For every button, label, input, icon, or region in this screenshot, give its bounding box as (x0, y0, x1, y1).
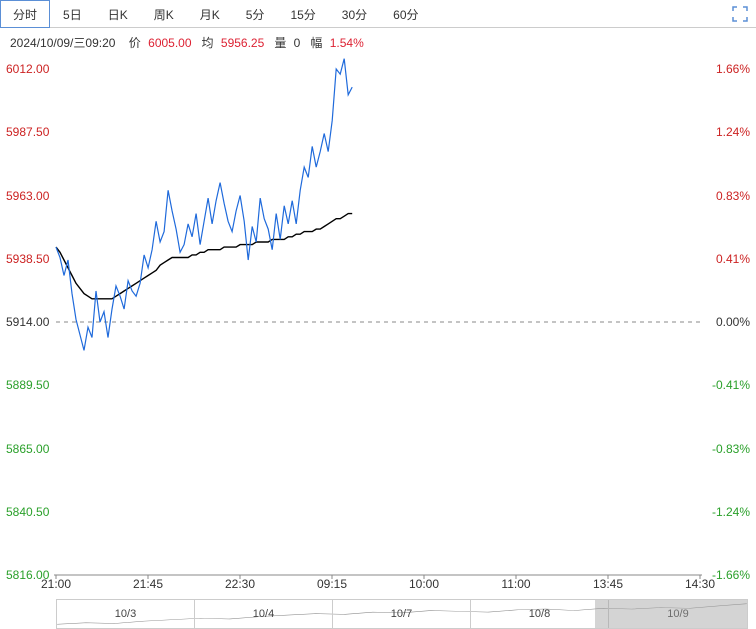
y-left-1: 5987.50 (6, 125, 49, 139)
mini-seg-0[interactable]: 10/3 (57, 600, 195, 628)
y-right-0: 1.66% (716, 62, 750, 76)
vol-label: 量 (274, 36, 286, 50)
chart-container: 分时5日日K周K月K5分15分30分60分 2024/10/09/三09:20 … (0, 0, 756, 629)
tab-1[interactable]: 5日 (50, 0, 95, 28)
mini-overlay[interactable] (595, 600, 747, 628)
info-datetime: 2024/10/09/三09:20 (10, 36, 115, 50)
tab-2[interactable]: 日K (95, 0, 141, 28)
y-right-3: 0.41% (716, 252, 750, 266)
avg-value: 5956.25 (221, 36, 264, 50)
tab-4[interactable]: 月K (187, 0, 233, 28)
mini-nav[interactable]: 10/310/410/710/810/9 (56, 599, 748, 629)
y-right-2: 0.83% (716, 189, 750, 203)
x-tick-4: 10:00 (409, 577, 439, 591)
tab-0[interactable]: 分时 (0, 0, 50, 28)
y-right-6: -0.83% (712, 442, 750, 456)
y-left-0: 6012.00 (6, 62, 49, 76)
y-right-4: 0.00% (716, 315, 750, 329)
amp-label: 幅 (310, 36, 322, 50)
mini-seg-1[interactable]: 10/4 (195, 600, 333, 628)
tab-5[interactable]: 5分 (233, 0, 278, 28)
x-tick-6: 13:45 (593, 577, 623, 591)
x-tick-3: 09:15 (317, 577, 347, 591)
x-tick-5: 11:00 (501, 577, 530, 591)
x-tick-1: 21:45 (133, 577, 163, 591)
tab-8[interactable]: 60分 (380, 0, 431, 28)
info-bar: 2024/10/09/三09:20 价 6005.00 均 5956.25 量 … (0, 28, 756, 57)
y-left-4: 5914.00 (6, 315, 49, 329)
tab-6[interactable]: 15分 (277, 0, 328, 28)
tab-3[interactable]: 周K (141, 0, 187, 28)
x-tick-2: 22:30 (225, 577, 255, 591)
y-right-8: -1.66% (712, 568, 750, 582)
y-left-5: 5889.50 (6, 378, 49, 392)
y-left-3: 5938.50 (6, 252, 49, 266)
y-right-5: -0.41% (712, 378, 750, 392)
tab-7[interactable]: 30分 (329, 0, 380, 28)
price-label: 价 (129, 36, 141, 50)
y-left-2: 5963.00 (6, 189, 49, 203)
chart-svg (0, 63, 756, 629)
tab-bar: 分时5日日K周K月K5分15分30分60分 (0, 0, 756, 28)
mini-seg-2[interactable]: 10/7 (333, 600, 471, 628)
chart-area: 10/310/410/710/810/9 6012.00 1.66% 5987.50… (0, 63, 756, 629)
mini-seg-3[interactable]: 10/8 (471, 600, 609, 628)
y-right-1: 1.24% (716, 125, 750, 139)
amp-value: 1.54% (330, 36, 364, 50)
avg-label: 均 (202, 36, 214, 50)
x-tick-0: 21:00 (41, 577, 71, 591)
y-left-7: 5840.50 (6, 505, 49, 519)
x-tick-7: 14:30 (685, 577, 715, 591)
vol-value: 0 (294, 36, 301, 50)
expand-icon[interactable] (732, 6, 748, 22)
y-left-6: 5865.00 (6, 442, 49, 456)
price-value: 6005.00 (148, 36, 191, 50)
y-right-7: -1.24% (712, 505, 750, 519)
